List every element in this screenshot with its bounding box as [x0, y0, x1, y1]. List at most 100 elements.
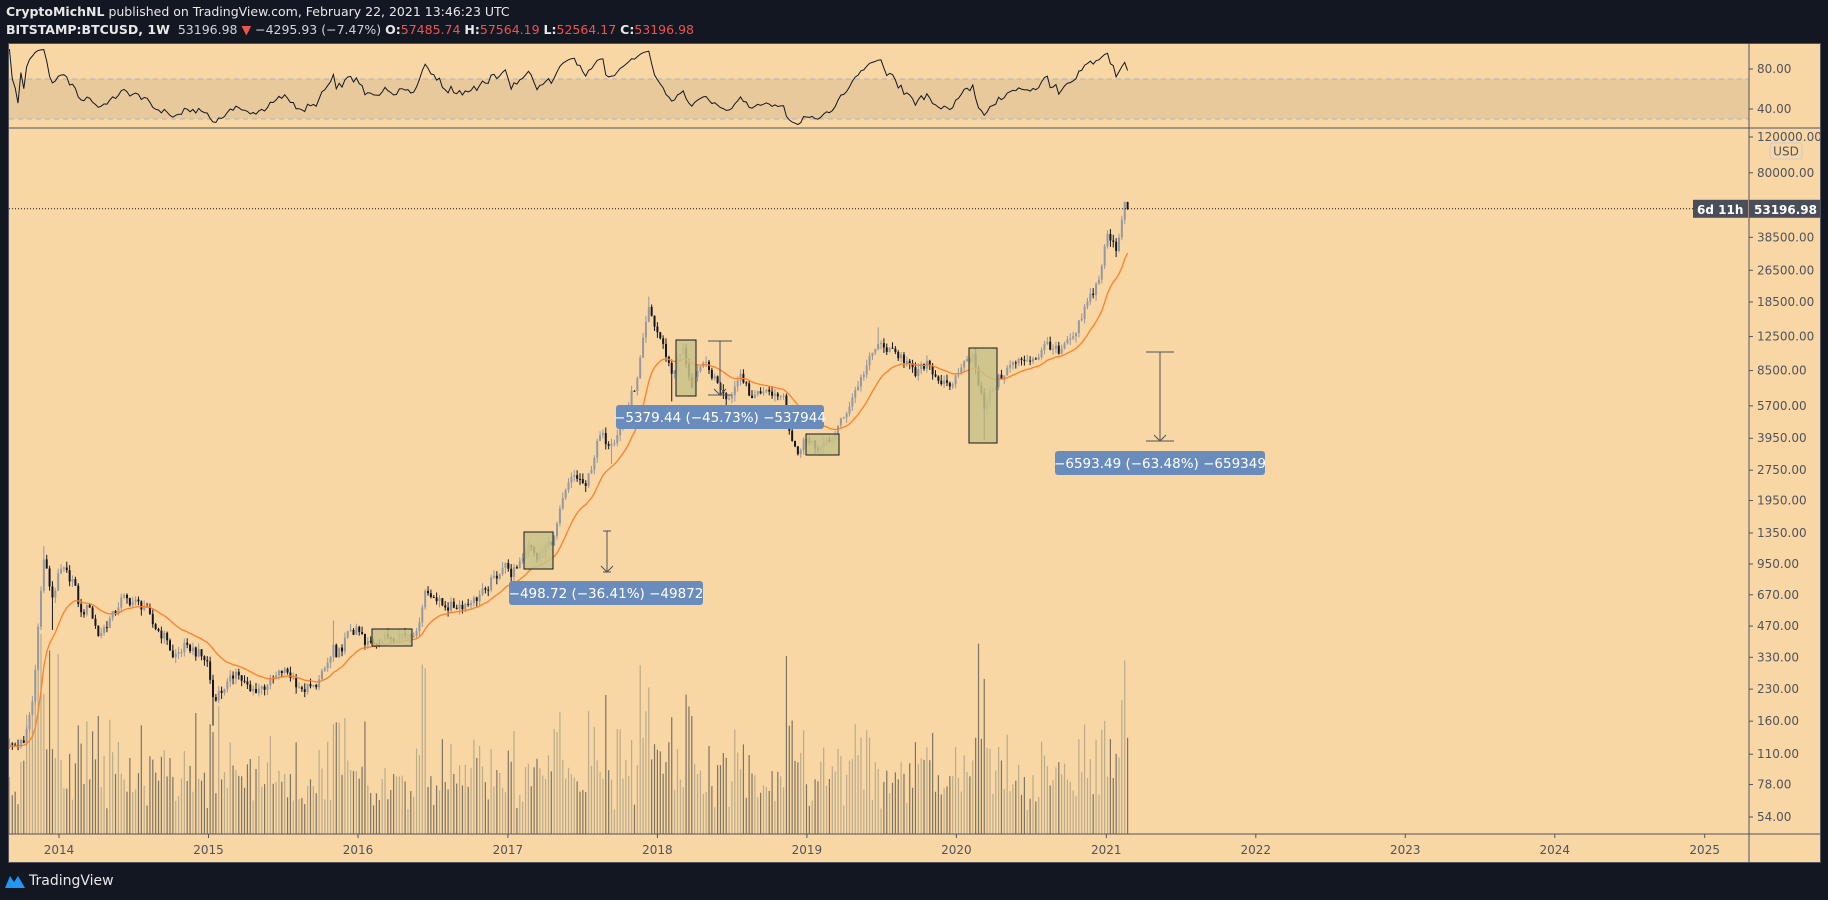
candle-body [570, 476, 573, 483]
candle [343, 632, 346, 655]
candle [369, 636, 372, 644]
volume-bar [347, 760, 349, 834]
price-tick-label: 470.00 [1757, 619, 1799, 633]
candle-body [854, 390, 857, 398]
volume-bar [1086, 777, 1089, 834]
measure-label-bg [616, 405, 824, 429]
measure-arrow-icon [1153, 434, 1167, 442]
volume-bar [524, 766, 527, 834]
candle-body [1066, 339, 1069, 344]
volume-bar [146, 805, 148, 834]
candle-body [954, 375, 957, 385]
candle [1092, 288, 1095, 299]
candle-body [576, 475, 579, 479]
volume-bar [682, 787, 684, 834]
volume-bar [522, 801, 524, 834]
candle-body [229, 675, 232, 682]
candle [206, 656, 209, 667]
candle-body [80, 604, 83, 613]
volume-bar [1012, 784, 1014, 834]
candle [194, 646, 197, 661]
volume-bar [1101, 729, 1103, 834]
measure-label-bg [509, 581, 703, 605]
rsi-line [9, 48, 1129, 126]
candle-body [51, 586, 54, 598]
candle [484, 586, 487, 594]
candle-body [601, 432, 604, 435]
volume-bar [413, 796, 415, 834]
volume-series [9, 634, 1129, 834]
volume-bar [997, 747, 1000, 834]
candle-body [88, 604, 91, 608]
candle-body [573, 475, 576, 477]
author-name[interactable]: CryptoMichNL [6, 4, 105, 19]
candle [229, 670, 232, 688]
volume-bar [80, 743, 82, 834]
volume-bar [608, 770, 610, 834]
rsi-tick-label: 80.00 [1757, 62, 1791, 76]
candle [346, 630, 349, 639]
candle [894, 346, 897, 355]
volume-bar [332, 724, 335, 834]
candle-body [1060, 348, 1063, 354]
volume-bar [1083, 724, 1086, 834]
candle-body [412, 635, 415, 637]
candle [94, 614, 97, 629]
candle-body [507, 563, 510, 569]
candle-body [1040, 349, 1043, 358]
symbol-legend: BITSTAMP:BTCUSD, 1W 53196.98 ▼ −4295.93 … [6, 22, 694, 37]
volume-bar [587, 711, 590, 834]
candle [590, 465, 593, 474]
candle-body [143, 606, 146, 610]
rsi-tick-label: 40.00 [1757, 102, 1791, 116]
volume-bar [60, 760, 62, 834]
candle-body [490, 577, 493, 590]
footer-brand[interactable]: TradingView [29, 873, 114, 889]
candle [424, 589, 427, 610]
volume-bar [696, 774, 699, 834]
candle-body [590, 469, 593, 474]
candle [223, 688, 226, 696]
candle-body [160, 630, 163, 639]
candle-body [223, 689, 226, 693]
candle [168, 638, 171, 651]
chart-frame[interactable] [8, 43, 1821, 863]
candle [759, 387, 762, 395]
candle [839, 417, 842, 428]
currency-badge[interactable] [1769, 142, 1803, 160]
volume-bar [972, 760, 974, 834]
volume-bar [894, 772, 896, 834]
volume-bar [983, 678, 985, 834]
volume-bar [97, 715, 99, 834]
candle [644, 315, 647, 343]
candle [100, 627, 103, 639]
candle-body [862, 374, 865, 378]
candle [1097, 275, 1100, 285]
candle [6, 745, 8, 751]
candle-body [1074, 333, 1077, 337]
volume-bar [871, 799, 874, 834]
candle-body [748, 383, 751, 396]
measure-label-text: −498.72 (−36.41%) −49872 [509, 586, 704, 602]
candle [131, 596, 134, 608]
volume-bar [1061, 774, 1063, 834]
candle-body [1026, 360, 1029, 362]
candle [57, 568, 60, 591]
volume-bar [441, 739, 443, 834]
time-tick-label: 2025 [1689, 843, 1720, 857]
volume-bar [456, 783, 458, 834]
volume-bar [934, 791, 937, 834]
candle [125, 593, 128, 604]
candle [865, 359, 868, 379]
candle [62, 566, 65, 573]
candle [963, 360, 966, 373]
candle [1014, 360, 1017, 369]
candle [1077, 319, 1080, 338]
volume-bar [226, 788, 228, 834]
candle-body [303, 689, 306, 693]
candle-body [1052, 348, 1055, 350]
candle [699, 366, 702, 373]
symbol-name: BITSTAMP:BTCUSD, 1W [6, 22, 170, 37]
candle-body [332, 644, 335, 658]
